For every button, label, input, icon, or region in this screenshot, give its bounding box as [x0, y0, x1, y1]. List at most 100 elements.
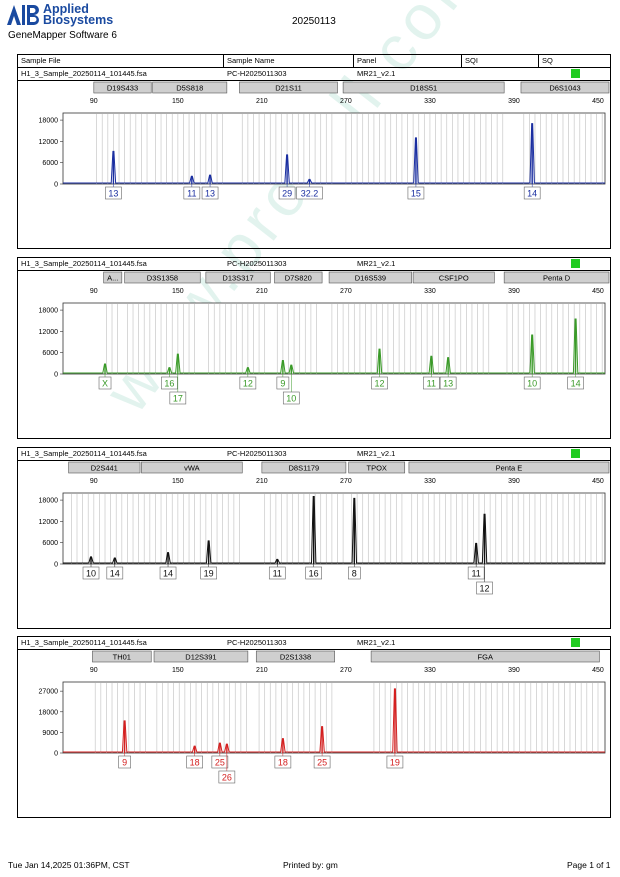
allele-call-box[interactable]: [200, 566, 217, 580]
allele-call-box[interactable]: [186, 755, 203, 769]
allele-call-box[interactable]: [118, 755, 131, 769]
x-tick-label: 90: [90, 478, 98, 485]
allele-call-box[interactable]: [98, 376, 112, 390]
allele-call-box[interactable]: [105, 186, 122, 200]
allele-call-box[interactable]: [313, 755, 331, 769]
marker-box[interactable]: [152, 81, 228, 94]
marker-box[interactable]: [239, 81, 338, 94]
marker-box[interactable]: [103, 271, 123, 284]
print-timestamp: Tue Jan 14,2025 01:36PM, CST: [8, 860, 130, 870]
allele-call-box[interactable]: [268, 566, 286, 580]
allele-call-label: 14: [571, 379, 581, 389]
marker-label: D5S818: [176, 84, 203, 93]
y-tick-label: 18000: [39, 709, 59, 716]
x-tick-label: 390: [508, 288, 520, 295]
allele-call-label: 10: [527, 379, 537, 389]
x-tick-label: 90: [90, 288, 98, 295]
y-tick-label: 6000: [42, 350, 58, 357]
marker-label: Penta D: [543, 274, 571, 283]
col-panel: Panel: [357, 56, 377, 65]
allele-call-label: 12: [243, 379, 253, 389]
x-tick-label: 210: [256, 98, 268, 105]
allele-call-box[interactable]: [386, 755, 404, 769]
allele-call-box[interactable]: [274, 755, 292, 769]
x-tick-label: 150: [172, 667, 184, 674]
brand-line-1: Applied: [43, 2, 89, 16]
marker-box[interactable]: [348, 461, 406, 474]
allele-call-label: 19: [390, 758, 400, 768]
allele-call-box[interactable]: [523, 376, 541, 390]
allele-call-box[interactable]: [169, 391, 187, 405]
allele-call-box[interactable]: [183, 186, 201, 200]
marker-box[interactable]: [274, 271, 323, 284]
allele-call-box[interactable]: [476, 581, 493, 595]
marker-label: D18S51: [410, 84, 437, 93]
x-tick-label: 330: [424, 98, 436, 105]
y-tick-label: 12000: [39, 329, 59, 336]
allele-call-label: 25: [317, 758, 327, 768]
sq-status-icon: [571, 259, 580, 268]
marker-box[interactable]: [141, 461, 243, 474]
sq-status-icon: [571, 69, 580, 78]
x-tick-label: 330: [424, 288, 436, 295]
x-tick-label: 150: [172, 288, 184, 295]
marker-box[interactable]: [153, 650, 249, 663]
marker-box[interactable]: [255, 650, 336, 663]
x-tick-label: 390: [508, 478, 520, 485]
marker-box[interactable]: [92, 650, 152, 663]
x-tick-label: 450: [592, 98, 604, 105]
bin-lines: [106, 304, 603, 374]
allele-call-label: 11: [471, 569, 480, 579]
allele-call-box[interactable]: [423, 376, 440, 390]
marker-box[interactable]: [328, 271, 413, 284]
marker-box[interactable]: [520, 81, 610, 94]
allele-call-box[interactable]: [567, 376, 584, 390]
allele-call-label: 26: [222, 773, 232, 783]
marker-box[interactable]: [124, 271, 201, 284]
marker-label: D12S391: [185, 653, 216, 662]
allele-call-label: X: [102, 379, 108, 389]
allele-call-box[interactable]: [276, 376, 290, 390]
x-tick-label: 270: [340, 288, 352, 295]
marker-box[interactable]: [412, 271, 495, 284]
allele-call-box[interactable]: [467, 566, 485, 580]
marker-box[interactable]: [68, 461, 141, 474]
allele-call-box[interactable]: [161, 376, 178, 390]
sample-file-name: H1_3_Sample_20250114_101445.fsa: [21, 69, 147, 78]
allele-call-box[interactable]: [371, 376, 388, 390]
allele-call-box[interactable]: [239, 376, 257, 390]
allele-call-box[interactable]: [296, 186, 323, 200]
marker-box[interactable]: [503, 271, 610, 284]
sample-name: PC-H2025011303: [227, 638, 287, 647]
marker-box[interactable]: [261, 461, 347, 474]
marker-box[interactable]: [370, 650, 600, 663]
marker-box[interactable]: [93, 81, 152, 94]
marker-box[interactable]: [342, 81, 505, 94]
electropherogram-svg: A... D3S1358 D13S317 D7S820 D16S539 CSF1PO Pen…: [39, 271, 610, 405]
allele-call-box[interactable]: [106, 566, 124, 580]
allele-call-box[interactable]: [218, 770, 236, 784]
allele-call-box[interactable]: [439, 376, 457, 390]
x-tick-label: 210: [256, 667, 268, 674]
allele-call-box[interactable]: [407, 186, 425, 200]
allele-call-box[interactable]: [211, 755, 229, 769]
allele-call-label: 11: [187, 189, 196, 199]
marker-label: Penta E: [496, 464, 523, 473]
allele-call-label: 12: [375, 379, 385, 389]
x-tick-label: 270: [340, 478, 352, 485]
allele-call-box[interactable]: [282, 391, 300, 405]
y-tick-label: 0: [54, 182, 58, 189]
allele-call-box[interactable]: [82, 566, 100, 580]
brand-name: Applied Biosystems: [43, 2, 113, 27]
allele-call-box[interactable]: [348, 566, 361, 580]
allele-call-box[interactable]: [201, 186, 219, 200]
marker-box[interactable]: [408, 461, 610, 474]
allele-call-box[interactable]: [278, 186, 296, 200]
allele-call-box[interactable]: [523, 186, 541, 200]
marker-label: A...: [107, 274, 118, 283]
allele-call-box[interactable]: [305, 566, 322, 580]
panel-name: MR21_v2.1: [357, 69, 396, 78]
marker-box[interactable]: [205, 271, 271, 284]
allele-call-box[interactable]: [159, 566, 177, 580]
